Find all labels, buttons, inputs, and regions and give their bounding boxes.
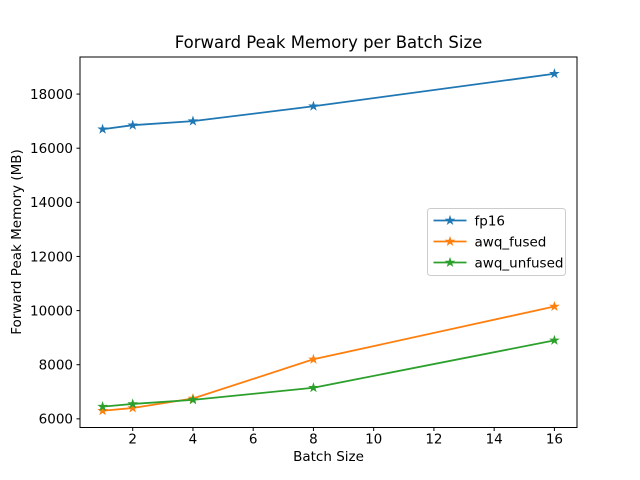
data-point-awq_unfused-16 <box>549 334 560 345</box>
series-line-fp16 <box>101 72 556 131</box>
legend-marker-awq_unfused <box>444 256 456 268</box>
data-point-fp16-8 <box>308 100 319 111</box>
x-tick-label-2: 2 <box>128 432 137 448</box>
y-axis-label: Forward Peak Memory (MB) <box>9 149 25 335</box>
y-tick-label-12000: 12000 <box>30 249 73 265</box>
data-point-awq_unfused-1 <box>97 401 108 412</box>
data-point-fp16-4 <box>187 115 199 126</box>
data-point-awq_fused-16 <box>549 300 560 312</box>
data-point-fp16-16 <box>549 68 560 79</box>
y-tick-label-14000: 14000 <box>30 195 73 211</box>
legend-label-fp16: fp16 <box>475 213 506 229</box>
legend-label-awq_unfused: awq_unfused <box>475 255 564 271</box>
legend-box <box>427 208 566 276</box>
data-point-awq_unfused-2 <box>127 398 139 409</box>
x-tick-label-10: 10 <box>365 432 382 448</box>
y-tick-label-16000: 16000 <box>30 141 73 157</box>
data-point-awq_fused-2 <box>127 402 139 413</box>
legend-marker-fp16 <box>444 214 456 226</box>
data-point-awq_fused-1 <box>97 405 108 416</box>
x-tick-label-8: 8 <box>309 432 318 448</box>
y-tick-label-8000: 8000 <box>39 358 73 374</box>
x-tick-label-16: 16 <box>546 432 563 448</box>
y-tick-label-6000: 6000 <box>39 412 73 428</box>
x-tick-label-12: 12 <box>425 432 442 448</box>
legend-label-awq_fused: awq_fused <box>475 234 547 250</box>
series-line-awq_unfused <box>101 339 556 408</box>
data-point-awq_unfused-8 <box>308 382 319 393</box>
data-point-fp16-1 <box>97 123 108 134</box>
x-tick-label-6: 6 <box>249 432 258 448</box>
x-axis-label: Batch Size <box>293 449 364 465</box>
data-point-awq_fused-8 <box>308 353 319 364</box>
data-point-fp16-2 <box>127 119 139 130</box>
x-tick-label-14: 14 <box>486 432 503 448</box>
x-tick-label-4: 4 <box>189 432 198 448</box>
y-tick-label-18000: 18000 <box>30 87 73 103</box>
series-line-awq_fused <box>101 305 556 412</box>
plot-area-border <box>79 56 578 428</box>
data-point-awq_unfused-4 <box>187 394 199 405</box>
chart-title: Forward Peak Memory per Batch Size <box>174 33 483 52</box>
y-tick-label-10000: 10000 <box>30 303 73 319</box>
legend-marker-awq_fused <box>444 235 456 247</box>
